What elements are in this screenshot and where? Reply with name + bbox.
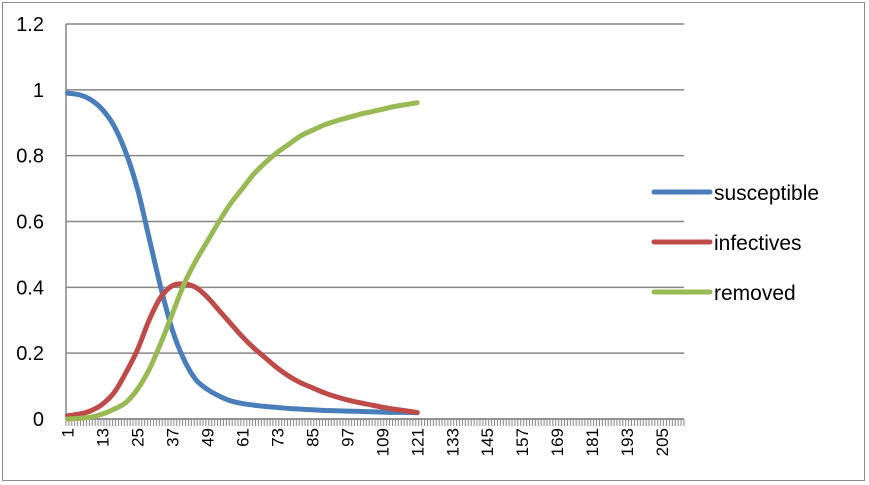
- x-tick-label: 181: [583, 428, 602, 456]
- y-tick-label: 0.4: [16, 277, 44, 299]
- y-tick-label: 1.2: [16, 14, 44, 36]
- legend-label-removed: removed: [714, 282, 796, 305]
- x-tick-label: 97: [338, 428, 357, 447]
- legend-label-susceptible: susceptible: [714, 182, 819, 205]
- x-tick-label: 73: [268, 428, 287, 447]
- y-tick-label: 0.2: [16, 343, 44, 365]
- x-tick-label: 25: [128, 428, 147, 447]
- legend: susceptible infectives removed: [651, 182, 819, 305]
- series-line-susceptible: [64, 90, 420, 416]
- x-tick-label: 133: [443, 428, 462, 456]
- x-tick-label: 49: [198, 428, 217, 447]
- x-tick-label: 85: [303, 428, 322, 447]
- y-tick-label: 0.6: [16, 212, 44, 234]
- x-tick-label: 169: [548, 428, 567, 456]
- x-tick-label: 13: [93, 428, 112, 447]
- x-tick-label: 145: [478, 428, 497, 456]
- x-tick-label: 193: [618, 428, 637, 456]
- y-tick-label: 0: [33, 409, 44, 431]
- y-tick-label: 1: [33, 80, 44, 102]
- x-tick-label: 1: [58, 428, 77, 437]
- x-tick-label: 37: [163, 428, 182, 447]
- series-line-infectives: [64, 281, 420, 419]
- y-axis-tick-labels: 0 0.2 0.4 0.6 0.8 1 1.2: [16, 14, 44, 431]
- legend-label-infectives: infectives: [714, 232, 802, 255]
- x-tick-label: 61: [233, 428, 252, 447]
- series-line-removed: [64, 100, 420, 422]
- x-tick-label: 109: [373, 428, 392, 456]
- x-tick-label: 205: [653, 428, 672, 456]
- x-axis: 1 13 25 37 49 61 73 85 97 109 121 133 145 157 169 181 19…: [58, 24, 685, 456]
- x-tick-label: 157: [513, 428, 532, 456]
- y-tick-label: 0.8: [16, 146, 44, 168]
- x-tick-label: 121: [408, 428, 427, 456]
- grid-lines: [66, 23, 684, 420]
- series-lines: [64, 90, 420, 422]
